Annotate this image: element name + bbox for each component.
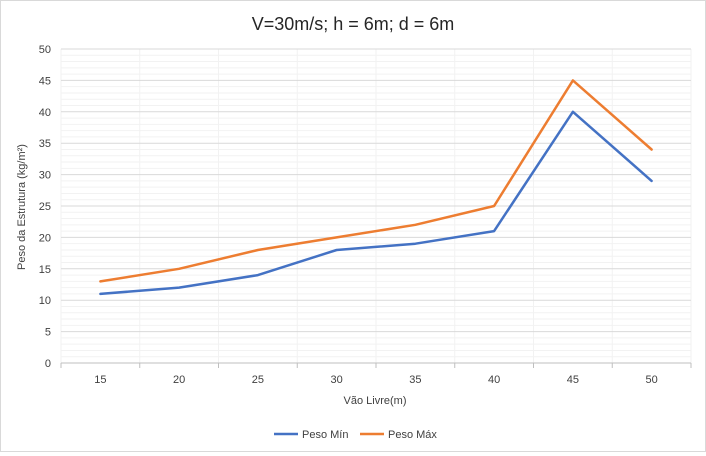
y-tick-label: 5: [45, 327, 51, 339]
y-tick-label: 10: [39, 295, 51, 307]
y-tick-label: 50: [39, 44, 51, 56]
x-tick-label: 20: [173, 374, 185, 386]
x-tick-label: 50: [646, 374, 658, 386]
x-axis-ticks: [60, 363, 692, 368]
legend-item-peso-min-label: Peso Mín: [302, 429, 348, 441]
x-tick-label: 40: [488, 374, 500, 386]
x-tick-label: 45: [567, 374, 579, 386]
y-tick-label: 25: [39, 201, 51, 213]
series-line-peso-max: [99, 79, 653, 283]
y-tick-label: 35: [39, 138, 51, 150]
y-tick-label: 0: [45, 358, 51, 370]
legend-item-peso-max-label: Peso Máx: [388, 429, 437, 441]
legend: Peso Mín Peso Máx: [274, 429, 437, 441]
y-axis-label: Peso da Estrutura (kg/m²): [16, 144, 28, 270]
y-tick-label: 40: [39, 107, 51, 119]
x-axis-tick-labels: 15 20 25 30 35 40 45 50: [94, 374, 658, 386]
x-axis-label: Vão Livre(m): [344, 395, 407, 407]
x-tick-label: 25: [252, 374, 264, 386]
y-tick-label: 20: [39, 232, 51, 244]
x-tick-label: 15: [94, 374, 106, 386]
y-tick-label: 45: [39, 75, 51, 87]
x-tick-label: 30: [331, 374, 343, 386]
series-line-peso-min: [99, 110, 653, 296]
y-axis-tick-labels: 0 5 10 15 20 25 30 35 40 45 50: [39, 44, 51, 370]
chart-title: V=30m/s; h = 6m; d = 6m: [252, 14, 455, 34]
y-tick-label: 15: [39, 264, 51, 276]
x-tick-label: 35: [409, 374, 421, 386]
minor-gridlines: [60, 49, 692, 363]
series-lines: [99, 79, 653, 296]
y-tick-label: 30: [39, 170, 51, 182]
major-gridlines: [61, 48, 691, 333]
